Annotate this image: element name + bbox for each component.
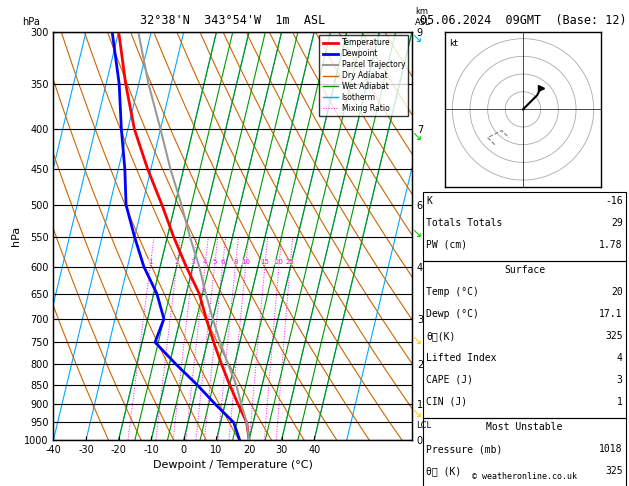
Text: 325: 325	[605, 466, 623, 476]
Y-axis label: hPa: hPa	[11, 226, 21, 246]
Text: LCL: LCL	[416, 421, 431, 431]
Text: 4: 4	[203, 259, 207, 264]
Text: ↘: ↘	[411, 407, 421, 419]
Text: 3: 3	[191, 259, 195, 264]
Text: CIN (J): CIN (J)	[426, 397, 467, 407]
Text: 4: 4	[617, 353, 623, 363]
Text: 32°38'N  343°54'W  1m  ASL: 32°38'N 343°54'W 1m ASL	[140, 14, 325, 27]
Text: 25: 25	[286, 259, 294, 264]
Text: 20: 20	[274, 259, 283, 264]
Text: 17.1: 17.1	[599, 309, 623, 319]
Text: ↘: ↘	[411, 334, 421, 347]
Text: 325: 325	[605, 331, 623, 341]
Text: © weatheronline.co.uk: © weatheronline.co.uk	[472, 472, 577, 481]
Text: ↘: ↘	[411, 227, 421, 240]
Text: θᴀ(K): θᴀ(K)	[426, 331, 456, 341]
Text: 1: 1	[148, 259, 152, 264]
Text: 2: 2	[174, 259, 179, 264]
Text: Totals Totals: Totals Totals	[426, 218, 503, 228]
Text: CAPE (J): CAPE (J)	[426, 375, 474, 385]
Text: Pressure (mb): Pressure (mb)	[426, 444, 503, 454]
Text: K: K	[426, 196, 432, 206]
Text: 5: 5	[213, 259, 216, 264]
Text: 15: 15	[260, 259, 269, 264]
Text: 8: 8	[233, 259, 238, 264]
Text: 10: 10	[241, 259, 250, 264]
Text: θᴀ (K): θᴀ (K)	[426, 466, 462, 476]
Text: Most Unstable: Most Unstable	[486, 422, 563, 433]
Text: 20: 20	[611, 287, 623, 297]
Text: 3: 3	[617, 375, 623, 385]
Text: 1018: 1018	[599, 444, 623, 454]
Text: kt: kt	[448, 39, 458, 48]
Text: 6: 6	[220, 259, 225, 264]
Text: 1.78: 1.78	[599, 240, 623, 250]
Text: 05.06.2024  09GMT  (Base: 12): 05.06.2024 09GMT (Base: 12)	[420, 14, 626, 27]
Text: Lifted Index: Lifted Index	[426, 353, 497, 363]
Text: 29: 29	[611, 218, 623, 228]
Text: PW (cm): PW (cm)	[426, 240, 467, 250]
Text: Dewp (°C): Dewp (°C)	[426, 309, 479, 319]
Text: hPa: hPa	[22, 17, 40, 27]
Text: km
ASL: km ASL	[415, 7, 431, 27]
Legend: Temperature, Dewpoint, Parcel Trajectory, Dry Adiabat, Wet Adiabat, Isotherm, Mi: Temperature, Dewpoint, Parcel Trajectory…	[320, 35, 408, 116]
Text: ↘: ↘	[411, 33, 421, 45]
Text: Surface: Surface	[504, 265, 545, 276]
Text: 1: 1	[617, 397, 623, 407]
X-axis label: Dewpoint / Temperature (°C): Dewpoint / Temperature (°C)	[153, 460, 313, 470]
Text: ↘: ↘	[411, 130, 421, 142]
Text: -16: -16	[605, 196, 623, 206]
Text: Temp (°C): Temp (°C)	[426, 287, 479, 297]
